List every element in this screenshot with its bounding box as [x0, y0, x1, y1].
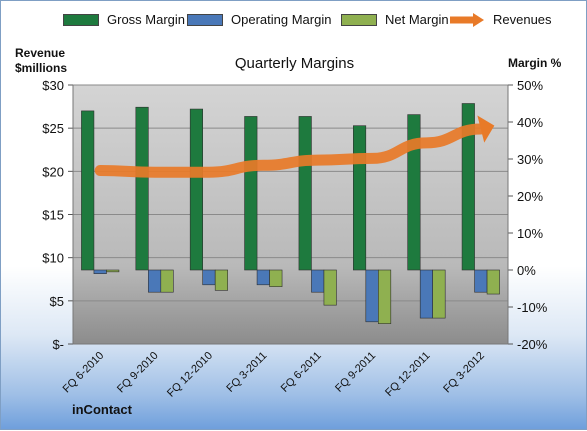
- x-axis-tick-label: FQ 12-2011: [383, 350, 432, 399]
- left-axis-tick-label: $25: [42, 121, 64, 136]
- bar-gross-margin: [353, 125, 367, 271]
- bar-net-margin: [160, 269, 174, 293]
- left-axis-tick-label: $10: [42, 251, 64, 266]
- bar-gross-margin: [298, 116, 312, 271]
- legend-swatch-gross-margin: [63, 13, 99, 26]
- bar-net-margin: [106, 269, 120, 273]
- bar-gross-margin: [461, 103, 475, 271]
- bar-net-margin: [269, 269, 283, 287]
- right-axis-tick-label: 20%: [517, 189, 543, 204]
- x-axis-tick-label: FQ 9-2011: [333, 350, 378, 395]
- right-axis-tick-label: -10%: [517, 300, 548, 315]
- bar-gross-margin: [135, 106, 149, 271]
- bar-gross-margin: [189, 108, 203, 271]
- bar-operating-margin: [202, 269, 216, 286]
- x-axis-tick-label: FQ 3-2011: [224, 350, 269, 395]
- right-axis-tick-label: 30%: [517, 152, 543, 167]
- x-axis-tick-label: FQ 9-2010: [115, 350, 161, 396]
- left-axis-title-line2: $millions: [15, 61, 68, 75]
- legend-swatch-operating-margin: [187, 13, 223, 26]
- bar-operating-margin: [474, 269, 488, 293]
- bar-net-margin: [323, 269, 337, 306]
- bar-gross-margin: [81, 110, 95, 271]
- left-axis-tick-label: $30: [42, 78, 64, 93]
- bar-operating-margin: [93, 269, 107, 274]
- right-axis-tick-label: 40%: [517, 115, 543, 130]
- legend-label-revenues: Revenues: [493, 12, 552, 27]
- bar-operating-margin: [311, 269, 325, 293]
- legend-label-gross-margin: Gross Margin: [107, 12, 186, 27]
- bar-operating-margin: [256, 269, 270, 286]
- legend-item-operating-margin: Operating Margin: [187, 12, 331, 27]
- left-axis-tick-label: $20: [42, 164, 64, 179]
- revenue-arrowhead: [477, 115, 495, 143]
- left-axis-tick-label: $5: [50, 294, 64, 309]
- bar-net-margin: [432, 269, 446, 319]
- legend-item-revenues: Revenues: [449, 12, 552, 27]
- right-axis-tick-label: -20%: [517, 337, 548, 352]
- right-axis-tick-label: 0%: [517, 263, 536, 278]
- bar-gross-margin: [407, 114, 421, 271]
- left-axis-title: Revenue $millions: [15, 46, 67, 76]
- right-axis-tick-label: 50%: [517, 78, 543, 93]
- x-axis-tick-label: FQ 6-2011: [279, 350, 324, 395]
- bar-net-margin: [214, 269, 228, 291]
- bar-net-margin: [486, 269, 500, 295]
- legend-swatch-net-margin: [341, 13, 377, 26]
- company-name: inContact: [72, 402, 132, 417]
- legend-item-gross-margin: Gross Margin: [63, 12, 185, 27]
- left-axis-tick-label: $15: [42, 208, 64, 223]
- x-axis-tick-label: FQ 6-2010: [61, 350, 107, 396]
- legend-item-net-margin: Net Margin: [341, 12, 449, 27]
- x-axis-tick-label: FQ 3-2012: [441, 350, 487, 396]
- legend-arrow-icon: [450, 12, 484, 27]
- left-axis-tick-label: $-: [52, 337, 64, 352]
- revenue-line: [94, 123, 487, 178]
- bar-operating-margin: [365, 269, 379, 323]
- legend-label-operating-margin: Operating Margin: [231, 12, 332, 27]
- bar-operating-margin: [419, 269, 433, 319]
- legend: Gross Margin Operating Margin Net Margin…: [1, 1, 587, 31]
- legend-label-net-margin: Net Margin: [385, 12, 449, 27]
- left-axis-title-line1: Revenue: [15, 46, 66, 60]
- right-axis-tick-label: 10%: [517, 226, 543, 241]
- right-axis-title: Margin %: [508, 56, 562, 70]
- bar-operating-margin: [148, 269, 162, 293]
- x-axis-tick-label: FQ 12-2010: [165, 350, 215, 400]
- bar-gross-margin: [244, 116, 258, 271]
- bar-net-margin: [378, 269, 392, 324]
- chart-title: Quarterly Margins: [234, 55, 355, 72]
